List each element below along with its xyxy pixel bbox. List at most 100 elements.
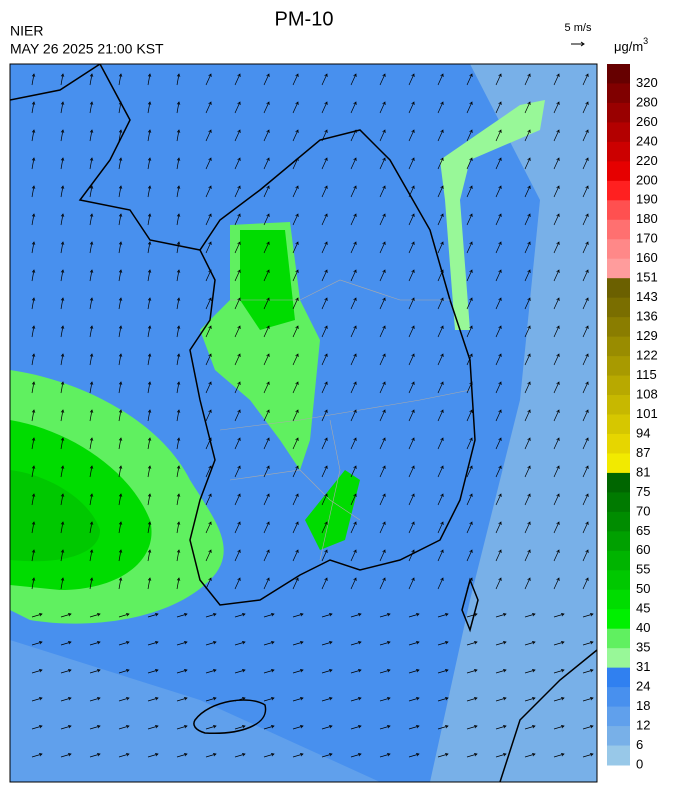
- wind-arrow: [234, 297, 241, 310]
- wind-arrow: [263, 157, 270, 170]
- wind-arrow: [89, 241, 94, 254]
- wind-arrow: [234, 549, 241, 562]
- wind-arrow: [495, 549, 502, 562]
- wind-arrow: [437, 297, 444, 310]
- wind-arrow: [89, 269, 94, 282]
- wind-arrow: [176, 521, 181, 534]
- wind-arrow: [292, 353, 299, 366]
- colorbar-label: 101: [636, 406, 658, 421]
- wind-arrow: [321, 269, 328, 282]
- wind-arrow: [234, 325, 241, 338]
- wind-arrow: [379, 241, 386, 254]
- colorbar-label: 24: [636, 679, 650, 694]
- wind-arrow: [379, 521, 386, 534]
- wind-arrow: [582, 493, 589, 506]
- wind-arrow: [553, 409, 560, 422]
- wind-arrow: [524, 549, 531, 562]
- wind-arrow: [176, 577, 181, 590]
- wind-arrow: [495, 213, 502, 226]
- wind-arrow: [350, 669, 362, 674]
- wind-arrow: [321, 577, 328, 590]
- wind-arrow: [408, 753, 420, 758]
- colorbar-label: 40: [636, 620, 650, 635]
- wind-arrow: [495, 437, 502, 450]
- wind-arrow: [263, 101, 270, 114]
- colorbar-label: 87: [636, 445, 650, 460]
- wind-arrow: [292, 381, 299, 394]
- wind-arrow: [553, 297, 560, 310]
- wind-arrow: [263, 213, 270, 226]
- wind-arrow: [582, 697, 594, 702]
- wind-arrow: [408, 641, 420, 646]
- colorbar-label: 45: [636, 601, 650, 616]
- wind-arrow: [205, 381, 212, 394]
- colorbar-label: 55: [636, 562, 650, 577]
- wind-arrow: [89, 669, 101, 674]
- wind-arrow: [553, 521, 560, 534]
- wind-arrow: [437, 641, 449, 646]
- wind-arrow: [147, 549, 152, 562]
- wind-arrow: [350, 577, 357, 590]
- wind-arrow: [466, 753, 478, 758]
- wind-arrow: [553, 325, 560, 338]
- wind-arrow: [321, 465, 328, 478]
- wind-arrow: [292, 549, 299, 562]
- wind-arrow: [582, 185, 589, 198]
- wind-arrow: [147, 325, 152, 338]
- wind-arrow: [147, 213, 152, 226]
- wind-arrow: [89, 437, 94, 450]
- wind-arrow: [466, 613, 478, 618]
- wind-arrow: [292, 465, 299, 478]
- wind-arrow: [321, 185, 328, 198]
- wind-arrow: [31, 157, 36, 170]
- wind-arrows: [31, 73, 594, 758]
- wind-scale: 5 m/s: [565, 22, 592, 34]
- wind-arrow: [118, 185, 123, 198]
- wind-arrow: [495, 381, 502, 394]
- wind-arrow: [350, 725, 362, 730]
- wind-arrow: [582, 157, 589, 170]
- wind-arrow: [31, 185, 36, 198]
- wind-arrow: [263, 437, 270, 450]
- wind-arrow: [524, 269, 531, 282]
- colorbar-label: 180: [636, 211, 658, 226]
- wind-arrow: [466, 101, 473, 114]
- wind-arrow: [263, 641, 275, 646]
- wind-arrow: [205, 613, 217, 618]
- wind-arrow: [379, 269, 386, 282]
- wind-arrow: [118, 353, 123, 366]
- wind-arrow: [408, 185, 415, 198]
- wind-arrow: [147, 129, 152, 142]
- wind-arrow: [60, 753, 72, 758]
- wind-arrow: [582, 325, 589, 338]
- wind-arrow: [234, 409, 241, 422]
- wind-arrow: [553, 753, 565, 758]
- wind-arrow: [147, 157, 152, 170]
- wind-arrow: [31, 269, 36, 282]
- wind-arrow: [408, 381, 415, 394]
- wind-arrow: [379, 297, 386, 310]
- colorbar-band: [607, 64, 630, 84]
- wind-arrow: [292, 577, 299, 590]
- wind-arrow: [466, 697, 478, 702]
- colorbar-band: [607, 531, 630, 552]
- wind-arrow: [524, 185, 531, 198]
- wind-arrow: [31, 577, 36, 590]
- wind-arrow: [321, 641, 333, 646]
- colorbar-label: 200: [636, 172, 658, 187]
- field-region: [430, 64, 597, 782]
- field-region: [240, 230, 295, 330]
- wind-arrow: [524, 725, 536, 730]
- wind-arrow: [350, 213, 357, 226]
- wind-arrow: [466, 521, 473, 534]
- wind-arrow: [437, 437, 444, 450]
- wind-arrow: [205, 409, 212, 422]
- wind-arrow: [89, 185, 94, 198]
- unit-sup: 3: [643, 36, 648, 46]
- wind-arrow: [437, 753, 449, 758]
- wind-arrow: [379, 725, 391, 730]
- wind-arrow: [31, 465, 36, 478]
- wind-arrow: [466, 577, 473, 590]
- wind-arrow: [321, 753, 333, 758]
